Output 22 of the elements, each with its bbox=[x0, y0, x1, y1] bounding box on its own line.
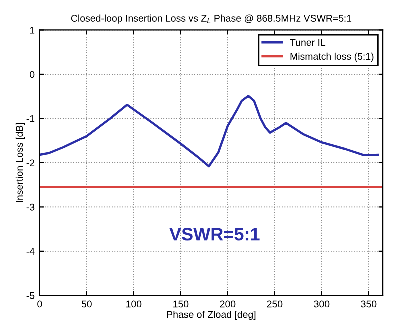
x-tick-label: 100 bbox=[126, 300, 142, 308]
chart-title: Closed-loop Insertion Loss vs Z$_{L}$ Phase @ 868.5MHz VSWR=5:1 bbox=[71, 14, 352, 24]
x-tick-label: 300 bbox=[314, 300, 330, 308]
y-tick-label: -1 bbox=[26, 116, 35, 122]
y-tick-label: 0 bbox=[30, 71, 35, 78]
x-axis-title: Phase of Zload [deg] bbox=[167, 310, 256, 320]
annotation: VSWR=5:1 bbox=[170, 228, 260, 241]
y-tick-label: -5 bbox=[26, 292, 35, 300]
y-tick-label: -4 bbox=[26, 248, 35, 255]
x-tick-label: 50 bbox=[82, 300, 92, 308]
y-tick-label: 1 bbox=[30, 27, 35, 34]
y-tick-label: -2 bbox=[26, 160, 35, 166]
x-tick-label: 150 bbox=[174, 300, 189, 308]
x-tick-label: 250 bbox=[267, 300, 283, 308]
x-tick-label: 350 bbox=[361, 300, 377, 308]
line-series bbox=[40, 95, 380, 168]
y-tick-label: -3 bbox=[26, 204, 35, 211]
legend-label: Tuner IL bbox=[290, 39, 326, 46]
legend-label: Mismatch loss (5:1) bbox=[290, 52, 374, 62]
x-tick-label: 200 bbox=[220, 300, 236, 308]
y-axis-title: Insertion Loss [dB] bbox=[16, 123, 26, 202]
x-tick-label: 0 bbox=[38, 300, 42, 308]
